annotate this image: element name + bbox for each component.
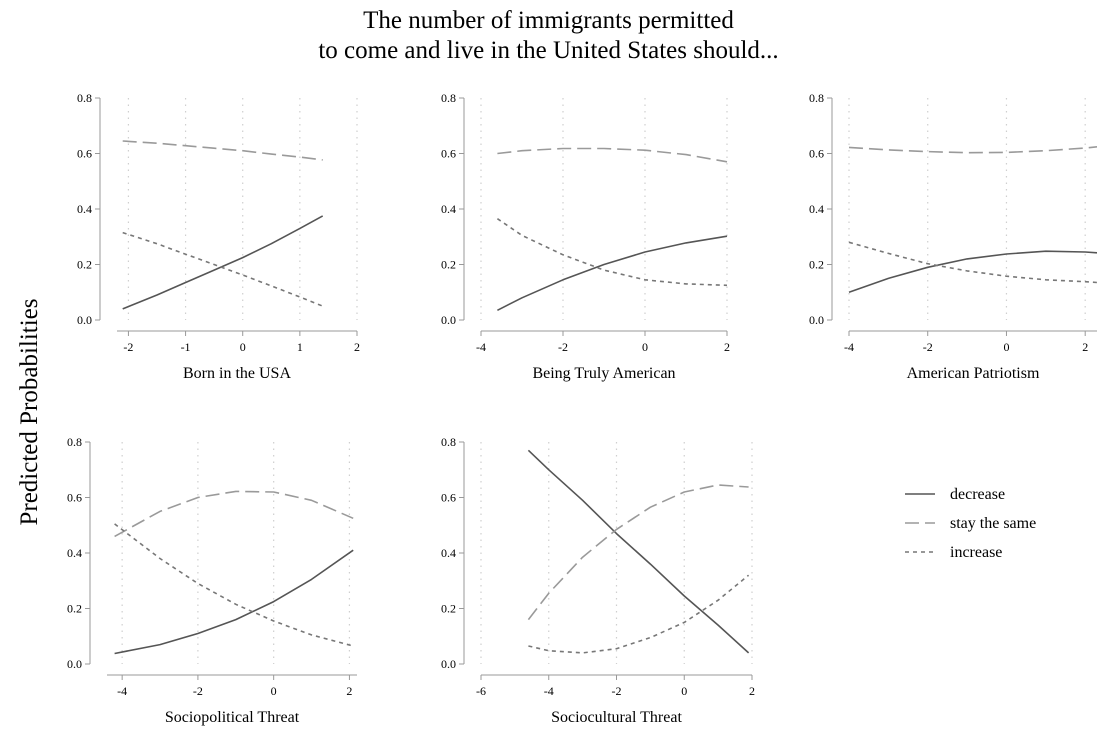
series-line-decrease <box>527 449 750 654</box>
series-line-increase <box>114 523 354 647</box>
x-axis-label: Sociocultural Threat <box>551 709 682 726</box>
series-line-increase <box>848 241 1097 284</box>
y-tick-label: 0.2 <box>441 602 456 616</box>
y-tick-label: 0.0 <box>441 657 456 671</box>
x-tick-label: 2 <box>354 340 360 354</box>
x-tick-label: -4 <box>544 684 554 698</box>
legend-label-decrease: decrease <box>950 486 1005 503</box>
x-tick-label: -2 <box>923 340 933 354</box>
x-tick-label: 2 <box>724 340 730 354</box>
y-tick-label: 0.6 <box>809 147 824 161</box>
y-tick-label: 0.4 <box>441 202 456 216</box>
legend-label-stay-the-same: stay the same <box>950 515 1036 532</box>
y-tick-label: 0.8 <box>67 435 82 449</box>
chart-title-line-2: to come and live in the United States sh… <box>318 37 779 64</box>
series-line-decrease <box>497 235 728 312</box>
y-tick-label: 0.2 <box>441 258 456 272</box>
y-tick-label: 0.8 <box>77 91 92 105</box>
x-tick-label: 0 <box>642 340 648 354</box>
y-tick-label: 0.0 <box>441 313 456 327</box>
series-line-stay-the-same <box>527 484 749 621</box>
chart-title-line-1: The number of immigrants permitted <box>363 7 734 34</box>
y-tick-label: 0.6 <box>441 491 456 505</box>
y-tick-label: 0.4 <box>441 546 456 560</box>
x-tick-label: 2 <box>749 684 755 698</box>
y-tick-label: 0.4 <box>77 202 92 216</box>
series-line-increase <box>496 218 728 287</box>
x-tick-label: 0 <box>240 340 246 354</box>
y-tick-label: 0.2 <box>67 602 82 616</box>
y-tick-label: 0.4 <box>809 202 824 216</box>
x-tick-label: 2 <box>1082 340 1088 354</box>
x-tick-label: -2 <box>123 340 133 354</box>
y-tick-label: 0.8 <box>441 91 456 105</box>
series-line-increase <box>122 231 323 307</box>
x-tick-label: 0 <box>681 684 687 698</box>
y-tick-label: 0.8 <box>441 435 456 449</box>
series-line-decrease <box>114 549 354 655</box>
series-line-decrease <box>122 215 324 310</box>
series-line-increase <box>528 574 750 654</box>
y-tick-label: 0.6 <box>67 491 82 505</box>
y-tick-label: 0.2 <box>809 258 824 272</box>
y-tick-label: 0.4 <box>67 546 82 560</box>
y-tick-label: 0.6 <box>441 147 456 161</box>
y-tick-label: 0.0 <box>77 313 92 327</box>
x-axis-label: Being Truly American <box>532 365 675 382</box>
x-tick-label: 1 <box>297 340 303 354</box>
x-tick-label: -1 <box>181 340 191 354</box>
series-line-stay-the-same <box>122 140 323 161</box>
series-line-decrease <box>848 250 1097 294</box>
x-tick-label: 0 <box>271 684 277 698</box>
x-axis-label: Born in the USA <box>183 365 291 382</box>
y-tick-label: 0.2 <box>77 258 92 272</box>
chart-title: The number of immigrants permitted to co… <box>0 6 1097 66</box>
x-tick-label: -6 <box>476 684 486 698</box>
y-tick-label: 0.6 <box>77 147 92 161</box>
x-tick-label: -4 <box>117 684 127 698</box>
x-tick-label: -2 <box>558 340 568 354</box>
x-tick-label: 2 <box>346 684 352 698</box>
x-axis-label: Sociopolitical Threat <box>165 709 300 726</box>
series-line-stay-the-same <box>114 490 354 538</box>
x-tick-label: -4 <box>476 340 486 354</box>
y-tick-label: 0.8 <box>809 91 824 105</box>
y-tick-label: 0.0 <box>67 657 82 671</box>
series-line-stay-the-same <box>848 146 1097 154</box>
x-tick-label: -2 <box>612 684 622 698</box>
x-tick-label: 0 <box>1003 340 1009 354</box>
x-tick-label: -2 <box>193 684 203 698</box>
series-line-stay-the-same <box>497 147 728 163</box>
legend-label-increase: increase <box>950 544 1002 561</box>
x-axis-label: American Patriotism <box>907 365 1040 382</box>
y-tick-label: 0.0 <box>809 313 824 327</box>
x-tick-label: -4 <box>844 340 854 354</box>
